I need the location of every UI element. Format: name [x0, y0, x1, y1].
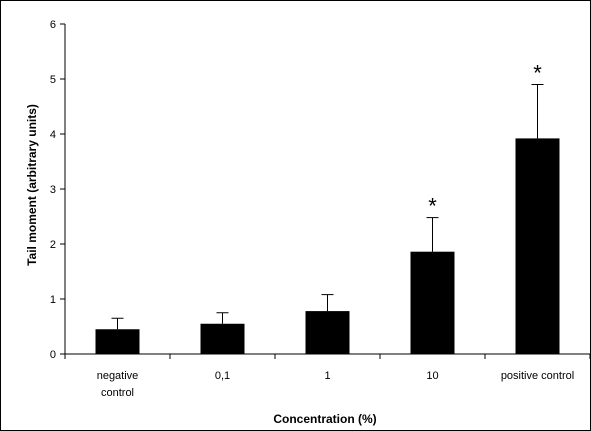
bar-0	[95, 329, 140, 354]
y-tick-label-1: 1	[50, 294, 56, 306]
x-tick-label-1: 0,1	[215, 370, 230, 382]
bar-3	[410, 251, 455, 354]
plot-area: 0 1 2 3 4 5 6 negative control 0,1 1 10 * positive co…	[50, 19, 590, 399]
y-tick-label-5: 5	[50, 74, 56, 86]
y-axis-title: Tail moment (arbitrary units)	[25, 104, 39, 266]
significance-star-4: *	[533, 61, 542, 86]
x-tick-label-2: 1	[324, 370, 330, 382]
y-tick-label-6: 6	[50, 19, 56, 31]
y-tick-label-2: 2	[50, 239, 56, 251]
y-tick-label-0: 0	[50, 349, 56, 361]
y-tick-label-3: 3	[50, 184, 56, 196]
significance-star-3: *	[428, 194, 437, 219]
bar-1	[200, 323, 245, 354]
x-axis-title: Concentration (%)	[273, 412, 376, 426]
x-tick-label-4: positive control	[501, 370, 574, 382]
bar-4	[515, 138, 560, 354]
x-tick-label-3: 10	[426, 370, 438, 382]
bar-2	[305, 311, 350, 354]
x-tick-label-0: negative control	[97, 370, 139, 399]
y-tick-label-4: 4	[50, 129, 56, 141]
